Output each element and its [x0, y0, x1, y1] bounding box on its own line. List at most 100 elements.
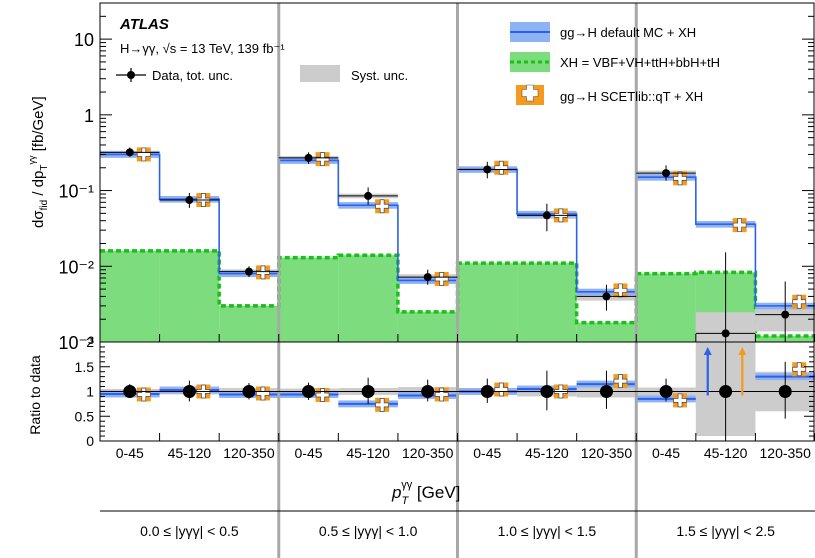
main-ytick-label: 10 — [74, 30, 94, 50]
scetlib-ratio-marker-shape — [792, 362, 807, 377]
scetlib-ratio-marker — [375, 397, 390, 412]
scetlib-ratio-marker — [792, 362, 807, 377]
data-point — [483, 165, 492, 174]
scetlib-ratio-marker-shape — [375, 398, 389, 412]
xh-bar — [397, 311, 458, 342]
scetlib-marker-shape — [732, 218, 747, 232]
scetlib-marker — [494, 160, 509, 175]
scetlib-ratio-marker-shape — [315, 388, 330, 402]
scetlib-ratio-marker-shape — [136, 387, 151, 402]
scetlib-ratio-marker-shape — [613, 374, 628, 388]
region-label: 0.5 ≤ |yγγ| < 1.0 — [319, 523, 418, 539]
xh-bar — [159, 250, 220, 342]
data-point — [185, 196, 194, 205]
data-point — [364, 191, 373, 200]
x-axis-title: pTγγ [GeV] — [391, 479, 460, 507]
xtick-label: 120-350 — [760, 445, 812, 461]
data-ratio-point — [480, 385, 494, 398]
scetlib-marker-shape — [494, 160, 509, 175]
ratio-ytick-label: 1 — [86, 384, 94, 400]
scetlib-marker — [732, 218, 747, 233]
scetlib-ratio-marker — [136, 387, 151, 402]
data-point — [662, 169, 671, 178]
xtick-label: 120-350 — [223, 445, 275, 461]
xh-bar — [219, 305, 279, 342]
marker-layer — [100, 147, 815, 441]
data-ratio-point — [361, 385, 375, 398]
legend-default-mc-label: gg→H default MC + XH — [560, 25, 696, 40]
scetlib-ratio-marker-shape — [494, 382, 509, 397]
scetlib-ratio-marker — [315, 387, 330, 402]
xtick-label: 0-45 — [295, 445, 323, 461]
xh-bar — [457, 263, 518, 342]
region-label: 0.0 ≤ |yγγ| < 0.5 — [140, 523, 239, 539]
scetlib-ratio-marker — [613, 374, 628, 389]
scetlib-marker — [255, 265, 270, 280]
scetlib-offscale-arrow-head — [738, 346, 747, 355]
separator-layer — [277, 3, 638, 558]
legend-syst-entry: Syst. unc. — [300, 65, 408, 83]
ratio-ytick-label: 1.5 — [75, 359, 95, 375]
ratio-ytick-label: 0.5 — [75, 408, 95, 424]
xh-bar — [636, 273, 696, 342]
xh-bar — [338, 255, 398, 342]
main-ytick-label: 10⁻¹ — [58, 182, 94, 202]
data-ratio-point — [599, 385, 613, 398]
scetlib-ratio-marker-shape — [434, 387, 449, 402]
scetlib-marker — [434, 271, 449, 286]
legend-syst-label: Syst. unc. — [351, 68, 408, 83]
scetlib-marker — [315, 152, 330, 167]
xtick-label: 45-120 — [704, 445, 748, 461]
scetlib-ratio-marker — [255, 386, 270, 401]
ratio-ytick-label: 2 — [86, 334, 94, 350]
data-ratio-point — [302, 385, 316, 398]
scetlib-ratio-marker — [434, 387, 449, 402]
scetlib-marker-shape — [256, 265, 270, 280]
xh-bar — [517, 263, 577, 342]
chart-title: ATLAS — [119, 16, 169, 33]
main-ytick-label: 1 — [84, 106, 94, 126]
main-ytick-label: 10⁻² — [58, 257, 94, 277]
data-ratio-point — [421, 385, 435, 398]
xtick-label: 45-120 — [525, 445, 569, 461]
scetlib-marker — [673, 171, 688, 186]
scetlib-marker — [136, 147, 151, 162]
default-mc-offscale-arrow-head — [703, 346, 712, 355]
axis-layer: 10⁻³ 10⁻² 10⁻¹ 1 10 0 0.5 1 1.5 2 0-45 45-120 120-35… — [58, 2, 815, 461]
data-point — [244, 267, 253, 276]
data-ratio-point — [540, 385, 554, 398]
scetlib-marker-shape — [375, 199, 389, 214]
chart-subtitle: H→γγ, √s = 13 TeV, 139 fb⁻¹ — [120, 41, 285, 56]
legend-xh-label: XH = VBF+VH+ttH+bbH+tH — [560, 55, 720, 70]
scetlib-ratio-marker — [673, 393, 688, 408]
data-point — [602, 292, 611, 301]
data-ratio-point — [659, 385, 673, 398]
data-point — [721, 329, 730, 338]
legend-scetlib-entry: gg→H SCETlib::qT + XH — [516, 84, 703, 105]
scetlib-marker-shape — [315, 152, 330, 166]
scetlib-marker-shape — [613, 283, 628, 298]
region-label: 1.5 ≤ |yγγ| < 2.5 — [676, 523, 775, 539]
data-point — [125, 148, 134, 157]
legend-data-entry: Data, tot. unc. — [116, 68, 233, 83]
scetlib-ratio-marker — [494, 382, 509, 397]
main-ytick-label: 10⁻³ — [58, 333, 94, 353]
xtick-label: 0-45 — [116, 445, 144, 461]
y-axis-title-main: dσfid / dpTγγ [fb/GeV] — [27, 96, 50, 228]
data-ratio-point — [719, 385, 733, 398]
data-point — [423, 273, 432, 282]
xtick-label: 120-350 — [402, 445, 454, 461]
scetlib-marker — [375, 199, 390, 214]
xtick-label: 0-45 — [473, 445, 501, 461]
y-axis-title-ratio: Ratio to data — [27, 355, 43, 435]
legend-data-label: Data, tot. unc. — [152, 68, 233, 83]
data-ratio-point — [123, 385, 137, 398]
scetlib-marker — [792, 294, 807, 309]
ratio-ytick-label: 0 — [86, 433, 94, 449]
data-ratio-point — [778, 385, 792, 398]
xtick-label: 45-120 — [168, 445, 212, 461]
region-label: 1.0 ≤ |yγγ| < 1.5 — [498, 523, 597, 539]
data-point — [304, 153, 313, 162]
xh-bar — [100, 250, 160, 342]
